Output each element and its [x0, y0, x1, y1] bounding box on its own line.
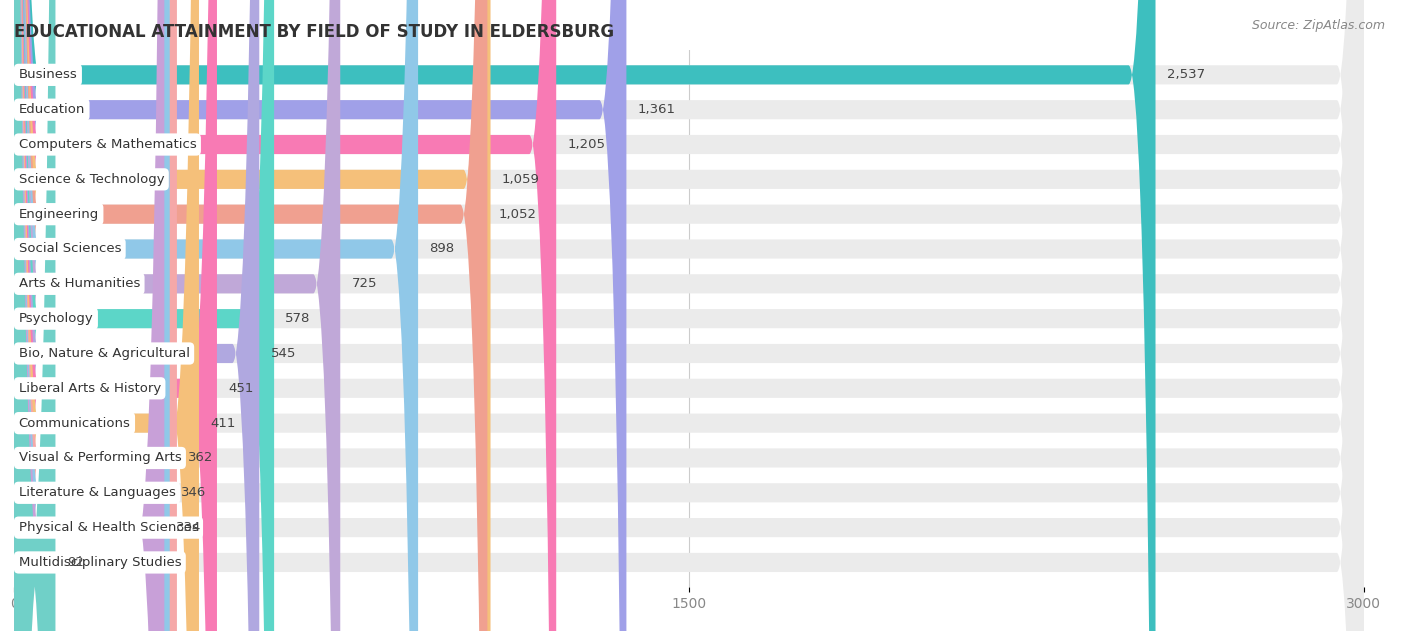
Text: 451: 451 — [228, 382, 253, 395]
Text: 1,205: 1,205 — [568, 138, 606, 151]
Text: Literature & Languages: Literature & Languages — [18, 487, 176, 499]
FancyBboxPatch shape — [14, 0, 1364, 631]
Text: Social Sciences: Social Sciences — [18, 242, 121, 256]
Text: Liberal Arts & History: Liberal Arts & History — [18, 382, 160, 395]
Text: 545: 545 — [270, 347, 295, 360]
FancyBboxPatch shape — [14, 0, 557, 631]
FancyBboxPatch shape — [14, 0, 259, 631]
FancyBboxPatch shape — [14, 0, 55, 631]
FancyBboxPatch shape — [14, 0, 170, 631]
Text: 898: 898 — [429, 242, 454, 256]
Text: Psychology: Psychology — [18, 312, 93, 325]
FancyBboxPatch shape — [14, 0, 1364, 631]
Text: 2,537: 2,537 — [1167, 68, 1205, 81]
FancyBboxPatch shape — [14, 0, 488, 631]
Text: 1,052: 1,052 — [499, 208, 537, 221]
FancyBboxPatch shape — [14, 0, 491, 631]
FancyBboxPatch shape — [14, 0, 1364, 631]
FancyBboxPatch shape — [14, 0, 1156, 631]
Text: Visual & Performing Arts: Visual & Performing Arts — [18, 451, 181, 464]
Text: EDUCATIONAL ATTAINMENT BY FIELD OF STUDY IN ELDERSBURG: EDUCATIONAL ATTAINMENT BY FIELD OF STUDY… — [14, 23, 614, 40]
Text: 1,361: 1,361 — [638, 103, 676, 116]
Text: Science & Technology: Science & Technology — [18, 173, 165, 186]
Text: Computers & Mathematics: Computers & Mathematics — [18, 138, 197, 151]
FancyBboxPatch shape — [14, 0, 1364, 631]
FancyBboxPatch shape — [14, 0, 177, 631]
Text: Business: Business — [18, 68, 77, 81]
FancyBboxPatch shape — [14, 0, 1364, 631]
FancyBboxPatch shape — [14, 0, 1364, 631]
Text: Education: Education — [18, 103, 84, 116]
FancyBboxPatch shape — [14, 0, 418, 631]
FancyBboxPatch shape — [14, 0, 217, 631]
Text: 1,059: 1,059 — [502, 173, 540, 186]
Text: Arts & Humanities: Arts & Humanities — [18, 278, 141, 290]
Text: Communications: Communications — [18, 416, 131, 430]
Text: Source: ZipAtlas.com: Source: ZipAtlas.com — [1251, 19, 1385, 32]
FancyBboxPatch shape — [14, 0, 1364, 631]
Text: 346: 346 — [181, 487, 207, 499]
Text: Bio, Nature & Agricultural: Bio, Nature & Agricultural — [18, 347, 190, 360]
Text: 411: 411 — [211, 416, 236, 430]
Text: 725: 725 — [352, 278, 377, 290]
FancyBboxPatch shape — [14, 0, 340, 631]
Text: 578: 578 — [285, 312, 311, 325]
FancyBboxPatch shape — [14, 0, 165, 631]
Text: 362: 362 — [188, 451, 214, 464]
FancyBboxPatch shape — [14, 0, 627, 631]
FancyBboxPatch shape — [14, 0, 200, 631]
FancyBboxPatch shape — [14, 0, 1364, 631]
FancyBboxPatch shape — [14, 0, 1364, 631]
Text: 334: 334 — [176, 521, 201, 534]
FancyBboxPatch shape — [14, 0, 1364, 631]
FancyBboxPatch shape — [14, 0, 1364, 631]
Text: Multidisciplinary Studies: Multidisciplinary Studies — [18, 556, 181, 569]
FancyBboxPatch shape — [14, 0, 1364, 631]
FancyBboxPatch shape — [14, 0, 1364, 631]
FancyBboxPatch shape — [14, 0, 1364, 631]
Text: 92: 92 — [66, 556, 83, 569]
FancyBboxPatch shape — [14, 0, 274, 631]
Text: Engineering: Engineering — [18, 208, 98, 221]
FancyBboxPatch shape — [14, 0, 1364, 631]
Text: Physical & Health Sciences: Physical & Health Sciences — [18, 521, 198, 534]
